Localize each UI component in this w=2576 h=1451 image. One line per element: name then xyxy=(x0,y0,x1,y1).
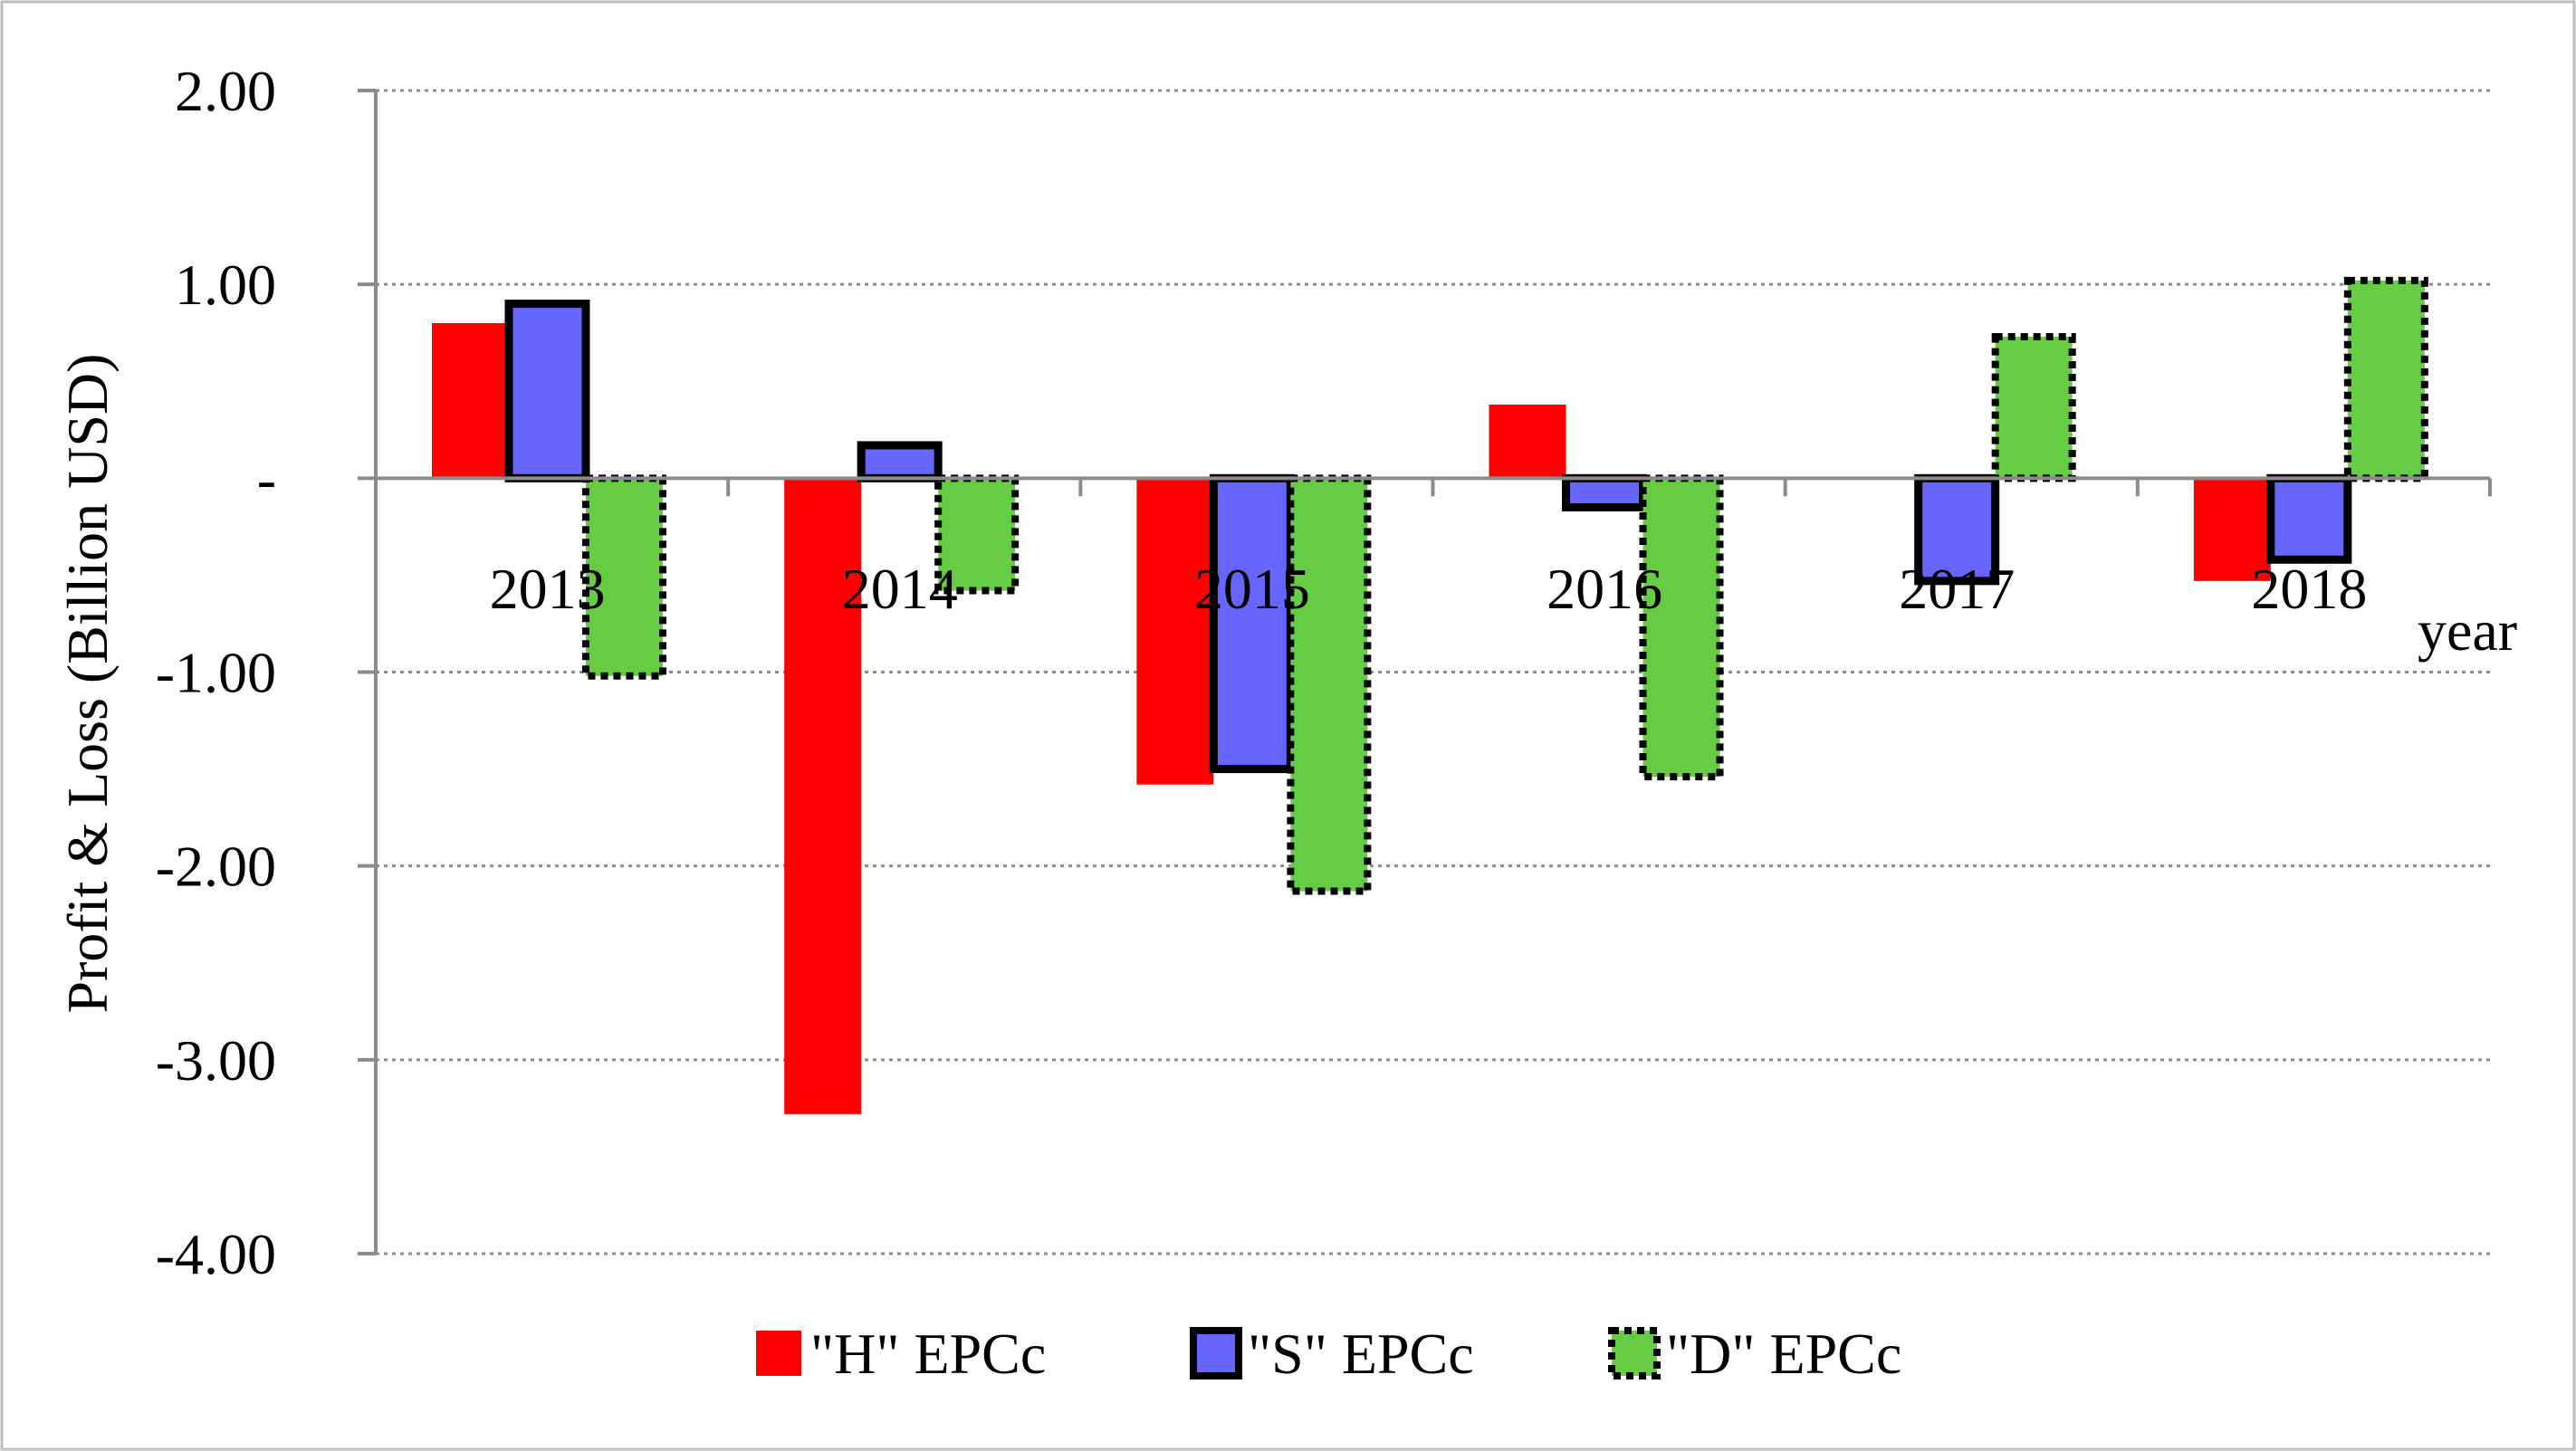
bar xyxy=(504,300,590,482)
y-tick-label: -4.00 xyxy=(156,1222,276,1286)
axes xyxy=(358,89,2492,1255)
bar xyxy=(432,323,509,479)
bar xyxy=(1287,474,1372,895)
legend-swatch xyxy=(1608,1327,1661,1379)
x-axis-label: year xyxy=(2418,598,2517,663)
legend-swatch xyxy=(756,1331,801,1376)
bar xyxy=(1136,478,1214,785)
y-tick-labels: 2.00 1.00 - -1.00 -2.00 -3.00 -4.00 xyxy=(156,59,276,1286)
x-tick-label: 2013 xyxy=(490,557,606,621)
y-tick-label: -2.00 xyxy=(156,835,276,899)
bar xyxy=(857,441,943,482)
bar xyxy=(2266,473,2352,564)
bar xyxy=(784,478,862,1114)
legend: "H" EPCc "S" EPCc "D" EPCc xyxy=(756,1322,1901,1386)
x-tick-label: 2017 xyxy=(1899,557,2015,621)
legend-label: "D" EPCc xyxy=(1666,1322,1901,1386)
bars xyxy=(432,276,2428,1114)
legend-label: "H" EPCc xyxy=(810,1322,1046,1386)
x-tick-labels: 2013 2014 2015 2016 2017 2018 xyxy=(490,557,2368,621)
x-tick-label: 2014 xyxy=(842,557,958,621)
y-tick-label: - xyxy=(257,446,276,511)
legend-label: "S" EPCc xyxy=(1248,1322,1474,1386)
x-tick-label: 2016 xyxy=(1547,557,1662,621)
y-tick-label: 2.00 xyxy=(175,59,276,123)
bar xyxy=(1639,474,1724,781)
x-tick-label: 2018 xyxy=(2251,557,2367,621)
legend-swatch xyxy=(1190,1327,1242,1379)
bar xyxy=(1991,332,2076,482)
bar xyxy=(1562,473,1647,511)
bar xyxy=(2343,276,2428,482)
gridlines xyxy=(376,89,2490,1255)
bar xyxy=(1489,404,1566,479)
x-tick-label: 2015 xyxy=(1194,557,1310,621)
y-tick-label: 1.00 xyxy=(175,253,276,317)
y-tick-label: -3.00 xyxy=(156,1028,276,1093)
y-tick-label: -1.00 xyxy=(156,641,276,705)
y-axis-label: Profit & Loss (Billion USD) xyxy=(55,354,120,1014)
bar xyxy=(2193,478,2271,581)
bar xyxy=(1209,473,1295,774)
